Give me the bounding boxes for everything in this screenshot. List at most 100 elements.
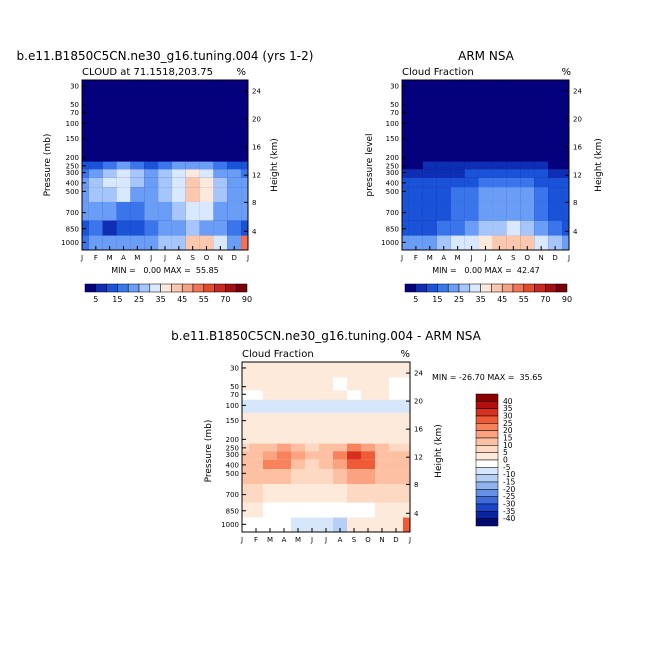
- contour-cell: [241, 187, 248, 202]
- contour-cell: [158, 95, 172, 109]
- contour-cell: [347, 377, 361, 391]
- contour-cell: [347, 469, 361, 484]
- contour-cell: [450, 187, 465, 202]
- contour-cell: [213, 108, 228, 118]
- contour-cell: [548, 131, 563, 148]
- contour-cell: [375, 459, 389, 470]
- contour-cell: [408, 95, 423, 109]
- contour-cell: [520, 148, 535, 162]
- colorbar-swatch: [138, 283, 151, 293]
- contour-cell: [171, 80, 186, 96]
- contour-cell: [171, 148, 186, 162]
- contour-cell: [403, 502, 410, 518]
- contour-cell: [450, 95, 465, 109]
- contour-cell: [319, 430, 333, 444]
- colorbar-swatch: [458, 283, 471, 293]
- contour-cell: [88, 235, 103, 250]
- contour-cell: [464, 177, 479, 188]
- contour-cell: [242, 483, 249, 503]
- colorbar-label: 70: [540, 295, 550, 304]
- contour-cell: [389, 459, 403, 470]
- y-right-tick-label: 16: [252, 144, 261, 152]
- contour-cell: [520, 177, 535, 188]
- contour-cell: [227, 95, 242, 109]
- contour-cell: [361, 517, 375, 532]
- contour-cell: [158, 177, 172, 188]
- contour-cell: [402, 131, 409, 148]
- contour-cell: [562, 201, 569, 221]
- contour-cell: [534, 95, 549, 109]
- contour-cell: [389, 399, 403, 413]
- contour-cell: [375, 362, 389, 378]
- contour-cell: [506, 161, 521, 170]
- y-tick-label: 70: [390, 109, 399, 117]
- y-tick-label: 70: [70, 109, 79, 117]
- contour-cell: [402, 169, 409, 178]
- contour-cell: [116, 80, 131, 96]
- contour-cell: [277, 430, 291, 444]
- contour-cell: [241, 148, 248, 162]
- contour-cell: [506, 95, 521, 109]
- contour-cell: [213, 80, 228, 96]
- contour-cell: [347, 430, 361, 444]
- x-tick-label: M: [427, 254, 433, 262]
- contour-cell: [389, 430, 403, 444]
- contour-cell: [277, 517, 291, 532]
- colorbar-label: 20: [503, 426, 513, 435]
- contour-cell: [130, 148, 145, 162]
- contour-cell: [403, 459, 410, 470]
- contour-cell: [562, 148, 569, 162]
- contour-cell: [82, 131, 89, 148]
- contour-cell: [492, 177, 507, 188]
- contour-cell: [277, 451, 291, 460]
- colorbar-swatch: [475, 393, 499, 402]
- contour-cell: [116, 169, 131, 178]
- x-tick-label: A: [338, 536, 343, 544]
- contour-cell: [464, 201, 479, 221]
- contour-cell: [319, 459, 333, 470]
- contour-cell: [408, 80, 423, 96]
- contour-cell: [130, 201, 145, 221]
- contour-cell: [158, 148, 172, 162]
- contour-cell: [130, 177, 145, 188]
- contour-cell: [277, 443, 291, 452]
- contour-cell: [534, 235, 549, 250]
- contour-cell: [478, 95, 493, 109]
- contour-cell: [213, 131, 228, 148]
- contour-cell: [213, 201, 228, 221]
- contour-cell: [116, 95, 131, 109]
- contour-cell: [534, 201, 549, 221]
- contour-cell: [102, 177, 117, 188]
- contour-cell: [450, 235, 465, 250]
- y-right-tick-label: 4: [573, 228, 578, 236]
- x-tick-label: D: [393, 536, 398, 544]
- contour-cell: [402, 187, 409, 202]
- panel-2-subtitle-left: Cloud Fraction: [402, 67, 474, 78]
- y-right-tick-label: 4: [414, 510, 419, 518]
- contour-cell: [130, 169, 145, 178]
- contour-cell: [548, 187, 563, 202]
- contour-cell: [319, 390, 333, 400]
- contour-cell: [102, 80, 117, 96]
- contour-cell: [333, 483, 347, 503]
- contour-cell: [227, 187, 242, 202]
- y-right-tick-label: 8: [573, 199, 577, 207]
- contour-cell: [102, 169, 117, 178]
- contour-cell: [450, 220, 465, 236]
- contour-cell: [333, 451, 347, 460]
- contour-cell: [277, 390, 291, 400]
- x-tick-label: O: [524, 254, 530, 262]
- contour-cell: [291, 413, 305, 430]
- contour-cell: [333, 430, 347, 444]
- contour-cell: [102, 187, 117, 202]
- colorbar-swatch: [415, 283, 427, 293]
- contour-cell: [263, 469, 277, 484]
- contour-cell: [347, 502, 361, 518]
- contour-cell: [389, 362, 403, 378]
- panel-1-colorbar: 5 15 25 35 45 55 70 90: [84, 283, 252, 304]
- contour-cell: [82, 95, 89, 109]
- contour-cell: [102, 161, 117, 170]
- contour-cell: [478, 161, 493, 170]
- contour-cell: [241, 95, 248, 109]
